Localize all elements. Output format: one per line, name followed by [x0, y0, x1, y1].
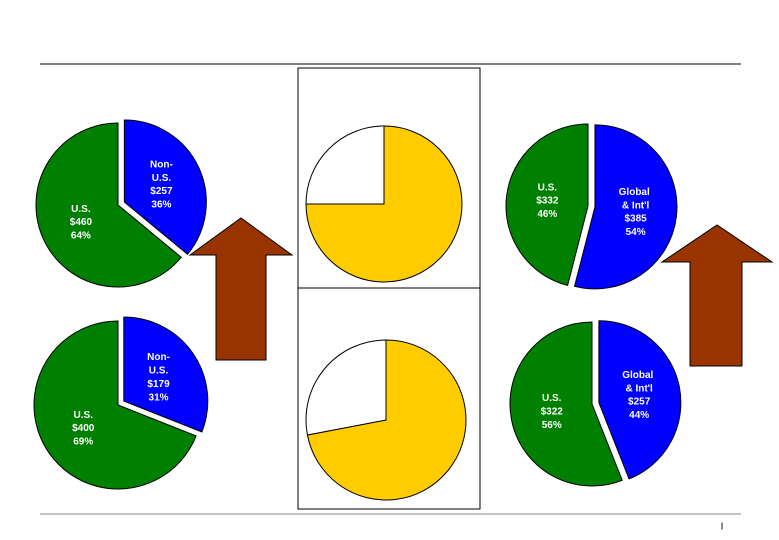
- slice-amount: $257: [628, 396, 651, 407]
- pie-slice: [306, 339, 467, 501]
- pie-slice: [305, 125, 385, 205]
- slice-category: U.S.: [542, 393, 562, 404]
- pies: Non-U.S. $257 36% U.S. $460 64% Non-U.S. $179 31…: [33, 119, 682, 501]
- slice-percent: 56%: [542, 420, 562, 431]
- pie-slice: [123, 316, 209, 433]
- slice-category: Non-U.S.: [147, 352, 170, 377]
- slice-category: U.S.: [71, 204, 91, 215]
- slice-amount: $179: [147, 379, 170, 390]
- pie-slice: [35, 122, 182, 288]
- up-arrow: [188, 217, 294, 361]
- slice-category: Global & Int'l: [622, 369, 656, 394]
- pie-slice: [505, 123, 589, 287]
- pie-slice: [305, 125, 463, 283]
- slice-amount: $460: [70, 217, 93, 228]
- slice-percent: 44%: [629, 410, 649, 421]
- slice-percent: 31%: [149, 392, 169, 403]
- slice-percent: 46%: [537, 209, 557, 220]
- pie-slice: [33, 320, 197, 490]
- slice-category: U.S.: [538, 182, 558, 193]
- slice-amount: $385: [624, 213, 647, 224]
- pie-slice: [509, 321, 623, 487]
- slice-amount: $332: [536, 196, 559, 207]
- slice-amount: $400: [72, 423, 95, 434]
- slice-percent: 36%: [151, 199, 171, 210]
- slice-amount: $322: [541, 406, 564, 417]
- slice-percent: 54%: [626, 227, 646, 238]
- pie-slice: [573, 124, 678, 290]
- footer-mark: I: [721, 522, 724, 533]
- middle-box: [297, 287, 481, 510]
- slice-category: Global & Int'l: [619, 186, 653, 211]
- slice-category: Non-U.S.: [150, 159, 173, 184]
- slice-amount: $257: [150, 186, 173, 197]
- pie-slice: [123, 119, 207, 255]
- slice-category: U.S.: [74, 410, 94, 421]
- up-arrow: [660, 224, 774, 367]
- slice-percent: 64%: [71, 231, 91, 242]
- slice-percent: 69%: [73, 437, 93, 448]
- pie-slice: [598, 320, 682, 480]
- pie-slice: [305, 339, 387, 436]
